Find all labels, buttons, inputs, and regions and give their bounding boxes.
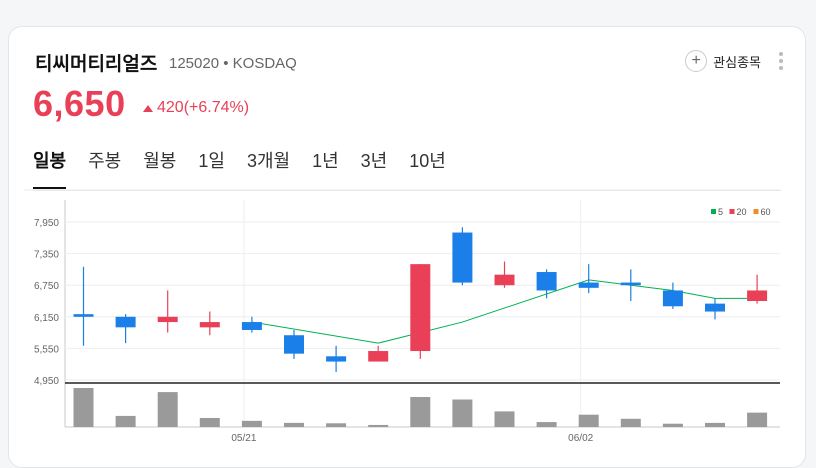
price-change: 420(+6.74%) [143,99,249,117]
volume-bar [115,415,136,427]
candle [705,298,725,320]
candle-body [536,272,557,291]
y-tick-label: 4,950 [34,376,59,387]
stock-code-market: 125020 • KOSDAQ [169,55,297,72]
candle [157,290,178,333]
candle [326,345,347,373]
volume-bar [326,423,347,427]
volume-bar [199,417,220,427]
add-favorite-button[interactable]: + 관심종목 [685,49,761,73]
tab-10years[interactable]: 10년 [409,151,446,171]
candle [662,282,683,309]
y-tick-label: 6,750 [34,281,59,292]
volume-bar [536,422,557,427]
candle-body [494,274,515,286]
candle [452,227,473,286]
volume-bar [620,418,641,427]
tab-3months[interactable]: 3개월 [246,151,291,171]
candle [115,314,136,344]
candle [368,345,389,362]
tab-daily[interactable]: 일봉 [33,147,67,191]
candle-body [452,232,473,283]
candle-body [157,316,178,323]
legend-swatch [711,209,716,214]
tab-monthly[interactable]: 월봉 [143,151,177,171]
tab-3years[interactable]: 3년 [360,151,388,171]
ma5-line [251,279,758,344]
candle-body [284,335,304,354]
volume-bar [494,411,515,427]
legend-label: 5 [718,207,723,217]
candle [747,274,768,304]
stock-card: 티씨머티리얼즈 125020 • KOSDAQ + 관심종목 6,650 420… [8,26,806,468]
candle-body [115,316,136,328]
candle [284,329,304,359]
candle [410,264,431,359]
more-menu-icon[interactable] [779,52,783,70]
candle [199,311,220,336]
candle-body [620,282,641,286]
candle-body [662,290,683,307]
volume-bar [368,424,389,427]
candle-body [705,303,725,312]
volume-bar [410,397,431,427]
candle [578,264,599,294]
volume-bar [73,388,94,427]
candle-body [410,264,431,352]
volume-bar [157,392,178,427]
candle-body [73,314,94,317]
legend-swatch [753,209,759,214]
y-tick-label: 7,950 [34,218,59,229]
candle-body [747,290,768,301]
tab-weekly[interactable]: 주봉 [88,151,122,171]
up-arrow-icon [143,104,153,112]
legend-label: 60 [761,207,771,217]
volume-bar [705,422,725,427]
volume-bar [747,412,768,427]
volume-bar [662,423,683,427]
candle-body [241,322,262,330]
candle-body [368,351,389,362]
candle-body [326,356,347,362]
x-tick-label: 06/02 [568,433,593,444]
volume-bar [578,414,599,427]
candle-body [578,282,599,288]
legend-swatch [729,209,735,214]
tab-1year[interactable]: 1년 [312,151,339,171]
candlestick-chart: 7,950 7,350 6,750 6,150 5,550 4,950 05/21 06/02… [24,189,780,444]
stock-name: 티씨머티리얼즈 [35,54,158,75]
volume-bar [241,420,262,427]
period-tabs: 일봉 주봉 월봉 1일 3개월 1년 3년 10년 [33,147,468,191]
x-tick-label: 05/21 [231,433,256,444]
price-change-value: 420(+6.74%) [157,99,250,116]
tab-1day[interactable]: 1일 [198,151,225,171]
volume-bar [452,399,473,427]
y-tick-label: 5,550 [34,344,59,355]
candle [536,269,557,299]
favorite-label: 관심종목 [713,54,761,70]
candle [241,316,262,333]
candle [494,261,515,288]
volume-bar [284,422,304,427]
candle [73,266,94,346]
plus-icon: + [685,50,708,72]
y-tick-label: 6,150 [34,313,59,324]
legend-label: 20 [737,207,747,217]
current-price: 6,650 [33,83,126,124]
candle [620,269,641,301]
y-tick-label: 7,350 [34,250,59,261]
candle-body [199,322,220,328]
